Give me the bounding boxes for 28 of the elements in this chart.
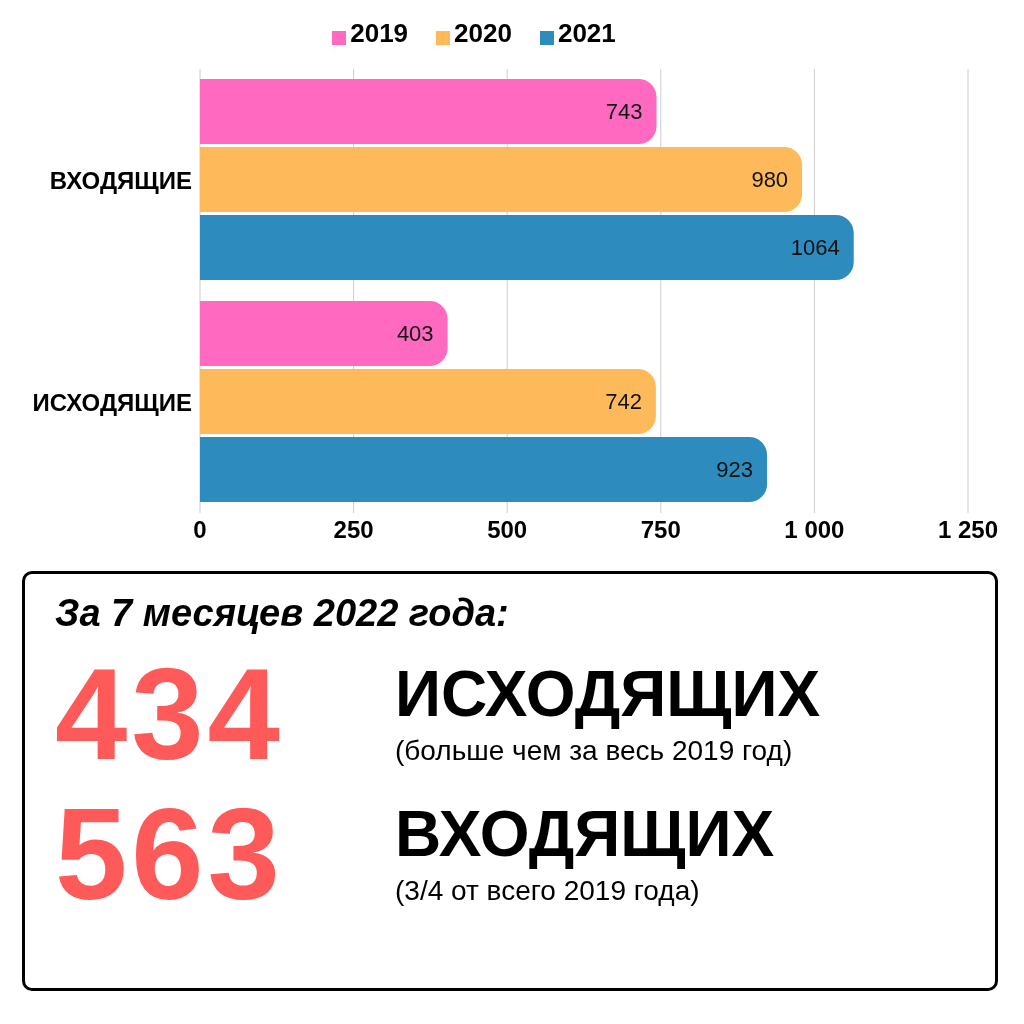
text: (больше чем за весь 2019 год) <box>395 734 794 767</box>
x-tick-label: 1 250 <box>937 516 999 544</box>
bar <box>200 437 768 502</box>
data-label: 980 <box>751 167 789 193</box>
data-label: 403 <box>396 321 434 347</box>
text: ИСХОДЯЩИХ <box>395 658 821 731</box>
legend-label: 2021 <box>557 18 616 48</box>
bar <box>200 215 854 280</box>
bar <box>200 79 657 144</box>
data-label: 743 <box>605 99 643 125</box>
text: ВХОДЯЩИХ <box>395 798 775 871</box>
data-label: 742 <box>605 389 642 415</box>
x-tick-label: 750 <box>640 516 681 544</box>
text: За 7 месяцев 2022 года: <box>55 592 510 635</box>
data-label: 923 <box>716 457 754 483</box>
x-tick-label: 500 <box>487 516 528 544</box>
legend-label: 2019 <box>350 18 409 48</box>
x-tick-label: 1 000 <box>784 516 845 544</box>
x-tick-label: 0 <box>193 516 207 544</box>
bar <box>200 369 656 434</box>
y-tick-label: ВХОДЯЩИЕ <box>49 166 192 194</box>
data-label: 1064 <box>790 235 840 261</box>
legend-label: 2020 <box>454 18 512 48</box>
bar <box>200 147 803 212</box>
x-tick-label: 250 <box>333 516 374 544</box>
bar <box>200 301 448 366</box>
text: (3/4 от всего 2019 года) <box>395 874 701 907</box>
y-tick-label: ИСХОДЯЩИЕ <box>32 388 192 416</box>
